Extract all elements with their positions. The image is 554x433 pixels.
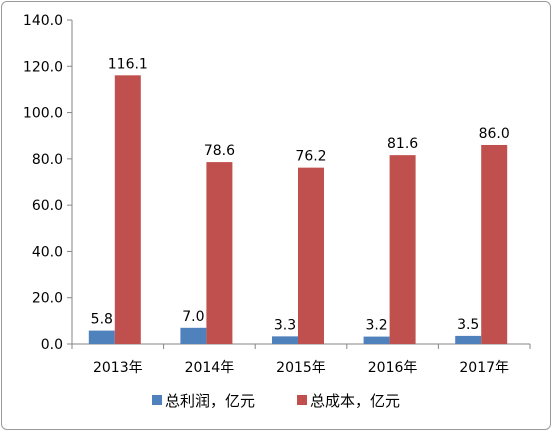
bar-cost <box>298 167 324 344</box>
legend-swatch-cost <box>297 395 307 405</box>
legend-label-cost: 总成本，亿元 <box>310 392 400 410</box>
bar-cost <box>389 155 416 344</box>
data-label-cost: 78.6 <box>204 143 235 159</box>
bar-cost <box>206 162 233 344</box>
y-tick-label: 100.0 <box>23 106 63 122</box>
y-tick-label: 60.0 <box>32 198 63 214</box>
bar-profit <box>88 330 115 344</box>
x-tick-label: 2015年 <box>276 360 326 376</box>
y-tick-label: 40.0 <box>32 244 63 260</box>
legend-swatch-profit <box>152 395 162 405</box>
x-tick-label: 2017年 <box>459 360 509 376</box>
bar-cost <box>114 75 141 344</box>
x-tick-label: 2013年 <box>93 360 143 376</box>
data-label-cost: 81.6 <box>387 136 418 152</box>
bar-cost <box>481 144 508 344</box>
y-tick-label: 120.0 <box>23 59 63 75</box>
y-tick-label: 0.0 <box>41 337 63 353</box>
data-label-profit: 3.5 <box>457 317 479 333</box>
data-label-profit: 5.8 <box>91 312 113 328</box>
data-label-profit: 3.2 <box>365 318 387 334</box>
y-tick-label: 140.0 <box>23 13 63 29</box>
data-label-profit: 3.3 <box>274 317 296 333</box>
bar-profit <box>455 335 482 344</box>
bar-profit <box>363 336 390 344</box>
data-label-profit: 7.0 <box>182 309 204 325</box>
bar-profit <box>272 336 298 344</box>
data-label-cost: 116.1 <box>108 56 148 72</box>
x-tick-label: 2014年 <box>185 360 235 376</box>
y-tick-label: 80.0 <box>32 152 63 168</box>
x-tick-label: 2016年 <box>368 360 418 376</box>
y-tick-label: 20.0 <box>32 291 63 307</box>
data-label-cost: 86.0 <box>479 126 510 142</box>
bar-profit <box>180 327 207 344</box>
data-label-cost: 76.2 <box>295 149 326 165</box>
legend-label-profit: 总利润，亿元 <box>165 392 255 410</box>
